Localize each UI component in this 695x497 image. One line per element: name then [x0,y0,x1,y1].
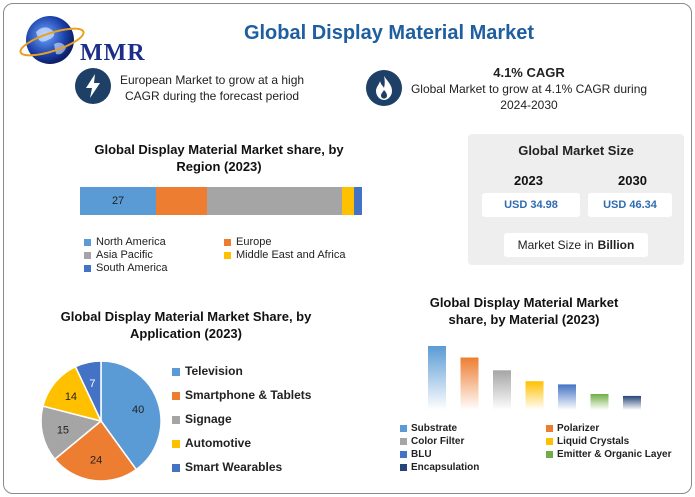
market-size-unit: Market Size in Billion [504,233,648,257]
legend-label: Asia Pacific [96,249,153,261]
material-legend-liquid-crystals: Liquid Crystals [546,436,629,447]
region-legend-europe: Europe [224,236,271,248]
pie-slice-smart-wearables [74,360,102,422]
material-bar-blu [558,384,576,410]
legend-label: Emitter & Organic Layer [557,449,672,460]
material-bar-chart [428,346,641,410]
application-pie-chart: 40 24 15 14 7 [40,360,162,482]
material-bar-encapsulation [623,395,641,410]
unit-bold: Billion [597,238,635,252]
pie-label-signage: 15 [57,425,69,437]
region-bar-middle-east-and-africa [342,187,354,215]
material-legend-substrate: Substrate [400,423,457,434]
material-legend-polarizer: Polarizer [546,423,599,434]
page-title: Global Display Material Market [243,22,535,44]
legend-swatch [84,238,91,246]
infographic-frame: MMR Global Display Material Market Europ… [3,3,692,494]
region-legend-middle-east-and-africa: Middle East and Africa [224,249,345,261]
legend-swatch [84,264,91,272]
pie-slice-television [100,360,162,471]
legend-swatch [400,424,407,432]
value-2030: USD 46.34 [588,193,672,217]
legend-label: South America [96,262,168,274]
pie-slice-smartphone-and-tablets [53,419,138,482]
pie-slice-signage [40,405,103,461]
legend-swatch [546,424,553,432]
legend-label: Liquid Crystals [557,436,630,447]
material-legend-emitter-and-organic-layer: Emitter & Organic Layer [546,449,671,460]
lightning-icon [75,68,111,104]
legend-label: Signage [185,412,232,426]
legend-label: Europe [236,236,272,248]
legend-label: Smartphone & Tablets [185,388,312,402]
app-legend-smart-wearables: Smart Wearables [172,460,282,474]
legend-swatch [400,463,407,471]
flame-icon [366,70,402,106]
app-legend-television: Television [172,364,243,378]
legend-label: Polarizer [557,423,600,434]
region-bar-north-america: 27 [80,187,157,215]
region-legend-south-america: South America [84,262,168,274]
legend-label: Television [185,364,243,378]
material-bar-substrate [428,346,446,410]
pie-slice-automotive [41,365,103,423]
application-chart-title: Global Display Material Market Share, by… [60,309,312,341]
legend-label: Middle East and Africa [236,249,346,261]
legend-swatch [400,450,407,458]
legend-label: Color Filter [411,436,465,447]
pie-label-automotive: 14 [65,391,77,403]
legend-swatch [546,450,553,458]
legend-label: BLU [411,449,432,460]
material-chart-title: Global Display Material Market share, by… [429,295,619,327]
material-bar-emitter-and-organic-layer [590,394,609,410]
region-legend-north-america: North America [84,236,166,248]
pie-label-smart-wearables: 7 [89,378,95,390]
logo-text: MMR [80,40,146,66]
pie-label-smartphone-and-tablets: 24 [90,455,102,467]
legend-swatch [400,437,407,445]
market-size-title: Global Market Size [518,143,634,158]
market-size-panel: Global Market Size 2023 2030 USD 34.98 U… [468,134,684,265]
year-2030: 2030 [618,173,647,188]
region-bar-asia-pacific [206,187,343,215]
legend-swatch [172,415,180,424]
legend-swatch [172,463,180,472]
legend-swatch [224,251,231,259]
legend-swatch [84,251,91,259]
legend-swatch [172,391,180,400]
app-legend-smartphone-and-tablets: Smartphone & Tablets [172,388,311,402]
europe-highlight: European Market to grow at a high CAGR d… [119,73,305,103]
region-legend-asia-pacific: Asia Pacific [84,249,153,261]
globe-icon [19,16,85,64]
legend-label: Substrate [411,423,458,434]
material-legend-encapsulation: Encapsulation [400,462,479,473]
material-legend-blu: BLU [400,449,432,460]
year-2023: 2023 [514,173,543,188]
unit-prefix: Market Size in [517,238,594,252]
legend-label: Encapsulation [411,462,480,473]
region-stacked-bar: 27 [80,187,362,215]
cagr-title: 4.1% CAGR [493,65,565,80]
legend-label: North America [96,236,166,248]
cagr-text: Global Market to grow at 4.1% CAGR durin… [410,82,648,112]
legend-swatch [172,367,180,376]
mmr-logo: MMR [18,10,158,70]
value-2023: USD 34.98 [482,193,580,217]
material-bar-polarizer [460,357,479,410]
material-bar-color-filter [493,370,511,410]
region-bar-south-america [353,187,362,215]
material-legend-color-filter: Color Filter [400,436,464,447]
pie-label-television: 40 [132,404,144,416]
region-chart-title: Global Display Material Market share, by… [94,142,344,174]
legend-label: Smart Wearables [185,460,283,474]
region-bar-europe [156,187,207,215]
legend-swatch [546,437,553,445]
legend-swatch [172,439,180,448]
legend-label: Automotive [185,436,251,450]
app-legend-automotive: Automotive [172,436,251,450]
material-bar-liquid-crystals [525,381,544,410]
legend-swatch [224,238,231,246]
app-legend-signage: Signage [172,412,232,426]
